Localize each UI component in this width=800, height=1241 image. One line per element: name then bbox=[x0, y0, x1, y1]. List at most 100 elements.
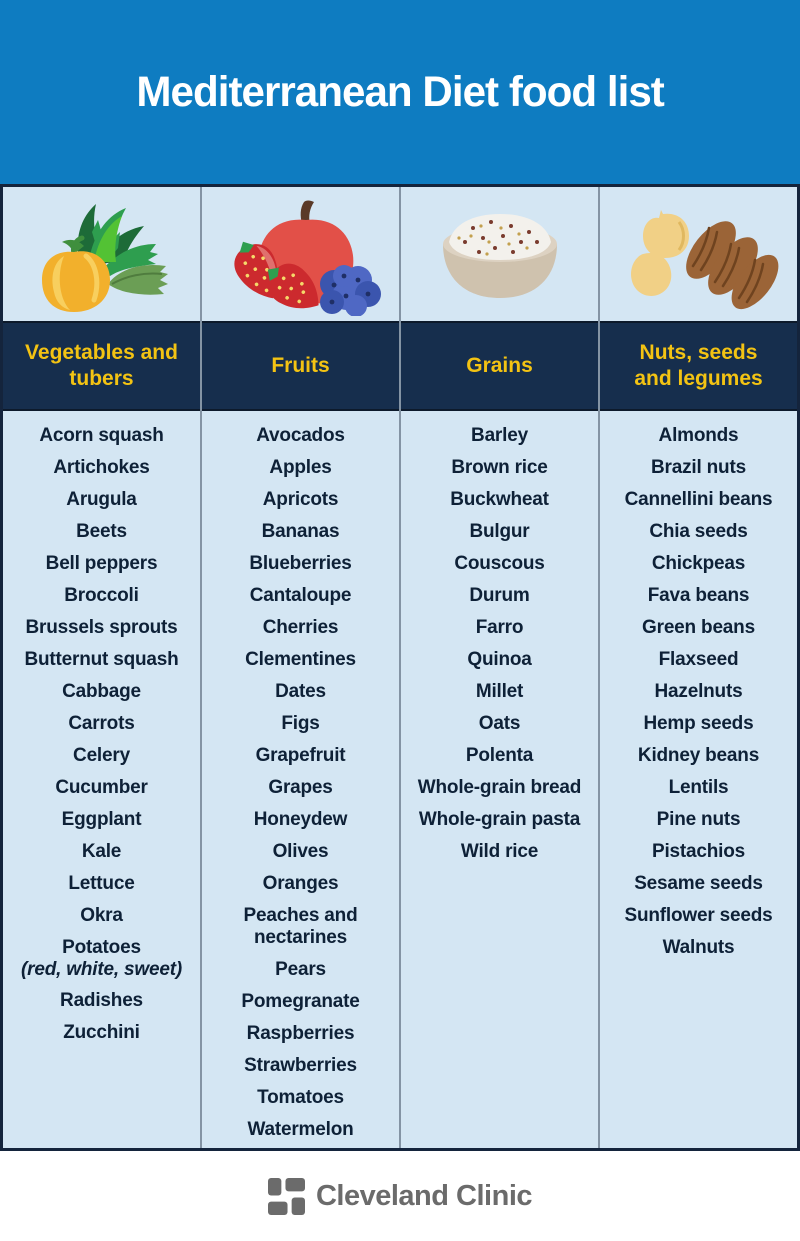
column-header-label: Fruits bbox=[271, 354, 330, 377]
list-item: Artichokes bbox=[53, 457, 150, 478]
list-item: Dates bbox=[275, 681, 326, 702]
list-item-note: (red, white, sweet) bbox=[21, 959, 182, 980]
list-item: Okra bbox=[80, 905, 123, 926]
list-item: Watermelon bbox=[247, 1119, 354, 1140]
list-item: Celery bbox=[73, 745, 130, 766]
nuts-illustration bbox=[600, 187, 797, 321]
column-grains: Grains Barley Brown rice Buckwheat Bulgur Co… bbox=[401, 187, 600, 1148]
list-item: Pine nuts bbox=[656, 809, 741, 830]
title-banner: Mediterranean Diet food list bbox=[0, 0, 800, 184]
list-item: Whole-grain pasta bbox=[418, 809, 581, 830]
list-item: Oranges bbox=[262, 873, 339, 894]
list-item: Cannellini beans bbox=[624, 489, 773, 510]
list-item: Green beans bbox=[642, 617, 755, 638]
column-vegetables: Vegetables and tubers Acorn squash Artich… bbox=[3, 187, 202, 1148]
list-item: Raspberries bbox=[246, 1023, 355, 1044]
list-item: Brazil nuts bbox=[651, 457, 746, 478]
list-item: Buckwheat bbox=[450, 489, 549, 510]
list-item: Butternut squash bbox=[24, 649, 179, 670]
list-item: Wild rice bbox=[460, 841, 539, 862]
fruits-illustration bbox=[202, 187, 399, 321]
vegetables-list: Acorn squash Artichokes Arugula Beets Bell p… bbox=[3, 411, 200, 1148]
list-item: Sunflower seeds bbox=[624, 905, 773, 926]
food-table: Vegetables and tubers Acorn squash Artich… bbox=[0, 184, 800, 1151]
list-item: Oats bbox=[478, 713, 521, 734]
list-item: Brussels sprouts bbox=[25, 617, 178, 638]
list-item: Grapes bbox=[268, 777, 333, 798]
list-item: Cherries bbox=[262, 617, 339, 638]
column-header-fruits: Fruits bbox=[202, 321, 399, 411]
cleveland-clinic-logo-icon bbox=[267, 1177, 305, 1215]
list-item: Olives bbox=[272, 841, 329, 862]
list-item: Millet bbox=[475, 681, 524, 702]
list-item: Grapefruit bbox=[255, 745, 346, 766]
list-item: Tomatoes bbox=[257, 1087, 344, 1108]
page-title: Mediterranean Diet food list bbox=[136, 67, 664, 116]
list-item: Chia seeds bbox=[649, 521, 748, 542]
list-item: Pomegranate bbox=[241, 991, 360, 1012]
list-item: Bell peppers bbox=[45, 553, 158, 574]
list-item: Potatoes (red, white, sweet) bbox=[3, 932, 200, 985]
column-header-label: Grains bbox=[466, 354, 533, 377]
column-header-grains: Grains bbox=[401, 321, 598, 411]
grains-bowl-icon bbox=[442, 214, 557, 298]
list-item: Brown rice bbox=[451, 457, 548, 478]
nuts-list: Almonds Brazil nuts Cannellini beans Chia s… bbox=[600, 411, 797, 1148]
list-item: Broccoli bbox=[64, 585, 139, 606]
list-item: Carrots bbox=[68, 713, 135, 734]
list-item: Almonds bbox=[658, 425, 739, 446]
grains-bowl-illustration bbox=[401, 187, 598, 321]
list-item: Cucumber bbox=[55, 777, 148, 798]
list-item: Kale bbox=[81, 841, 122, 862]
list-item: Kidney beans bbox=[637, 745, 760, 766]
list-item: Figs bbox=[281, 713, 320, 734]
list-item: Peaches and nectarines bbox=[243, 905, 358, 948]
nuts-icon bbox=[630, 210, 778, 310]
list-item: Cabbage bbox=[62, 681, 141, 702]
vegetables-icon bbox=[41, 204, 168, 312]
list-item: Zucchini bbox=[63, 1022, 140, 1043]
list-item: Barley bbox=[471, 425, 528, 446]
column-header-label: Nuts, seeds and legumes bbox=[634, 341, 763, 390]
fruits-list: Avocados Apples Apricots Bananas Blueberries… bbox=[202, 411, 399, 1148]
list-item: Walnuts bbox=[662, 937, 735, 958]
list-item: Hazelnuts bbox=[654, 681, 743, 702]
list-item: Bananas bbox=[261, 521, 340, 542]
brand-name: Cleveland Clinic bbox=[315, 1179, 533, 1212]
grains-list: Barley Brown rice Buckwheat Bulgur Couscous D… bbox=[401, 411, 598, 1148]
list-item: Cantaloupe bbox=[249, 585, 352, 606]
list-item: Strawberries bbox=[244, 1055, 357, 1076]
list-item: Arugula bbox=[66, 489, 137, 510]
list-item: Polenta bbox=[465, 745, 534, 766]
list-item: Apples bbox=[269, 457, 332, 478]
list-item: Farro bbox=[475, 617, 524, 638]
list-item: Lettuce bbox=[68, 873, 135, 894]
list-item: Chickpeas bbox=[651, 553, 746, 574]
list-item: Lentils bbox=[668, 777, 729, 798]
list-item: Bulgur bbox=[469, 521, 530, 542]
list-item: Honeydew bbox=[253, 809, 348, 830]
list-item: Pears bbox=[275, 959, 326, 980]
list-item: Apricots bbox=[262, 489, 339, 510]
column-nuts: Nuts, seeds and legumes Almonds Brazil nu… bbox=[600, 187, 797, 1148]
list-item: Quinoa bbox=[467, 649, 532, 670]
list-item: Fava beans bbox=[647, 585, 750, 606]
footer: Cleveland Clinic bbox=[0, 1151, 800, 1241]
list-item: Beets bbox=[76, 521, 127, 542]
list-item: Hemp seeds bbox=[643, 713, 754, 734]
list-item: Sesame seeds bbox=[634, 873, 763, 894]
list-item: Radishes bbox=[60, 990, 143, 1011]
list-item: Whole-grain bread bbox=[417, 777, 582, 798]
list-item: Durum bbox=[469, 585, 530, 606]
list-item: Avocados bbox=[256, 425, 345, 446]
list-item: Couscous bbox=[454, 553, 545, 574]
list-item: Clementines bbox=[245, 649, 356, 670]
column-header-vegetables: Vegetables and tubers bbox=[3, 321, 200, 411]
column-header-nuts: Nuts, seeds and legumes bbox=[600, 321, 797, 411]
list-item: Eggplant bbox=[61, 809, 142, 830]
column-fruits: Fruits Avocados Apples Apricots Bananas Blue… bbox=[202, 187, 401, 1148]
vegetables-illustration bbox=[3, 187, 200, 321]
column-header-label: Vegetables and tubers bbox=[25, 341, 178, 390]
list-item: Acorn squash bbox=[39, 425, 164, 446]
